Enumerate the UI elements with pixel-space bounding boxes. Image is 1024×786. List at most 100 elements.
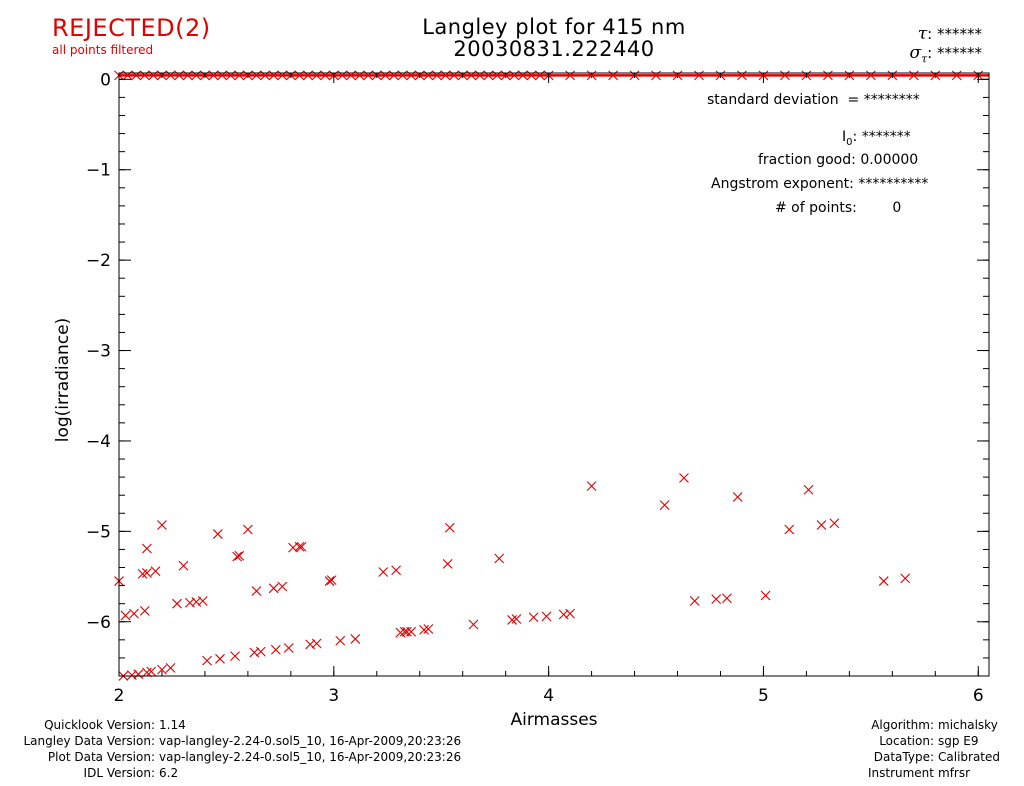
status-label: REJECTED(2) xyxy=(52,14,211,42)
data-point xyxy=(468,619,479,630)
data-point-top-band xyxy=(517,70,528,81)
data-point xyxy=(277,581,288,592)
data-point-top-band xyxy=(526,70,537,81)
data-point xyxy=(711,594,722,605)
y-tick-label: −2 xyxy=(86,251,111,271)
data-point-top-band xyxy=(337,70,348,81)
footer-value: vap-langley-2.24-0.sol5_10, 16-Apr-2009,… xyxy=(159,750,462,764)
data-point-top-band xyxy=(440,70,451,81)
data-point-top-band xyxy=(694,70,704,81)
footer-value: 1.14 xyxy=(159,718,186,732)
footer-label: DataType: xyxy=(873,750,934,764)
chart-marks xyxy=(114,70,989,681)
footer-value: mfrsr xyxy=(938,766,971,780)
x-tick-label: 2 xyxy=(114,686,125,706)
data-point xyxy=(230,651,240,661)
footer-row-location: Location: sgp E9 xyxy=(824,733,1008,749)
data-point-top-band xyxy=(363,70,374,81)
sigma-tau-value: ****** xyxy=(937,44,982,62)
data-point xyxy=(391,565,402,576)
data-point-top-band xyxy=(823,70,833,81)
data-point-top-band xyxy=(182,70,193,81)
data-point xyxy=(419,625,429,635)
data-point xyxy=(444,522,455,533)
data-point xyxy=(234,550,245,561)
footer-value: vap-langley-2.24-0.sol5_10, 16-Apr-2009,… xyxy=(159,734,462,748)
data-point-top-band xyxy=(737,70,747,81)
data-point-top-band xyxy=(951,70,962,81)
data-point xyxy=(146,666,157,677)
data-point-top-band xyxy=(483,70,494,81)
data-point xyxy=(270,644,281,655)
data-point xyxy=(494,553,505,564)
footer-label: Quicklook Version: xyxy=(44,718,155,732)
title-line-1: Langley plot for 415 nm xyxy=(422,15,686,39)
y-tick-label: −4 xyxy=(86,432,111,452)
data-point xyxy=(326,575,337,586)
data-point-top-band xyxy=(311,70,322,81)
data-point xyxy=(900,573,911,584)
angstrom-row: Angstrom exponent: ********** xyxy=(711,176,928,192)
angstrom-label: Angstrom exponent: xyxy=(711,176,854,192)
data-point-top-band xyxy=(509,70,520,81)
data-point xyxy=(120,610,131,621)
data-point xyxy=(406,626,417,637)
footer-label: Langley Data Version: xyxy=(23,734,155,748)
data-point xyxy=(679,473,689,483)
data-point xyxy=(142,568,152,578)
data-point xyxy=(150,566,161,577)
npoints-label: # of points: xyxy=(775,200,857,216)
data-point xyxy=(442,559,453,569)
data-point xyxy=(142,667,152,678)
y-tick-label: 0 xyxy=(100,70,111,90)
i0-value: ******* xyxy=(861,129,911,145)
data-point-top-band xyxy=(466,70,477,81)
data-point xyxy=(378,567,389,577)
x-tick-label: 4 xyxy=(543,686,554,706)
data-point xyxy=(541,611,552,622)
status-sublabel: all points filtered xyxy=(52,43,154,57)
y-tick-label: −3 xyxy=(86,342,111,362)
data-point-top-band xyxy=(303,70,313,81)
data-point-top-band xyxy=(208,70,219,81)
data-point-top-band xyxy=(389,70,399,81)
footer-row-plot-data: Plot Data Version: vap-langley-2.24-0.sol… xyxy=(0,749,461,765)
data-point xyxy=(760,590,771,601)
data-point xyxy=(878,576,889,586)
data-point-top-band xyxy=(865,70,876,81)
data-point xyxy=(511,614,522,624)
data-point xyxy=(137,568,148,579)
data-point-top-band xyxy=(294,70,305,81)
chart-title: Langley plot for 415 nm 20030831.222440 xyxy=(354,16,754,60)
data-point-top-band xyxy=(492,70,502,81)
npoints-row: # of points: 0 xyxy=(775,200,901,216)
data-point xyxy=(350,634,361,644)
footer-label: IDL Version: xyxy=(83,766,155,780)
data-point xyxy=(659,500,670,511)
footer-row-datatype: DataType: Calibrated xyxy=(824,749,1008,765)
plot-frame xyxy=(118,72,990,677)
data-point xyxy=(816,520,827,530)
footer-label: Plot Data Version: xyxy=(47,750,155,764)
angstrom-value: ********** xyxy=(858,176,929,192)
data-point-top-band xyxy=(234,70,245,81)
data-point-top-band xyxy=(165,70,176,81)
data-point xyxy=(251,586,262,596)
npoints-value: 0 xyxy=(892,200,902,216)
i0-subscript: 0 xyxy=(846,136,853,148)
data-point xyxy=(294,541,305,552)
data-point-top-band xyxy=(122,70,133,81)
footer-row-instrument: Instrument mfrsr xyxy=(824,765,1008,781)
footer-row-algorithm: Algorithm: michalsky xyxy=(824,717,1008,733)
data-point xyxy=(197,596,208,606)
data-point-top-band xyxy=(432,70,442,81)
data-point-top-band xyxy=(565,70,575,81)
data-point-top-band xyxy=(217,70,228,81)
data-point xyxy=(232,551,243,562)
footer-version-info: Quicklook Version: 1.14 Langley Data Vers… xyxy=(0,717,461,781)
data-point-top-band xyxy=(397,70,408,81)
data-point xyxy=(172,598,182,609)
data-point xyxy=(157,520,167,530)
footer-label: Algorithm: xyxy=(871,718,934,732)
